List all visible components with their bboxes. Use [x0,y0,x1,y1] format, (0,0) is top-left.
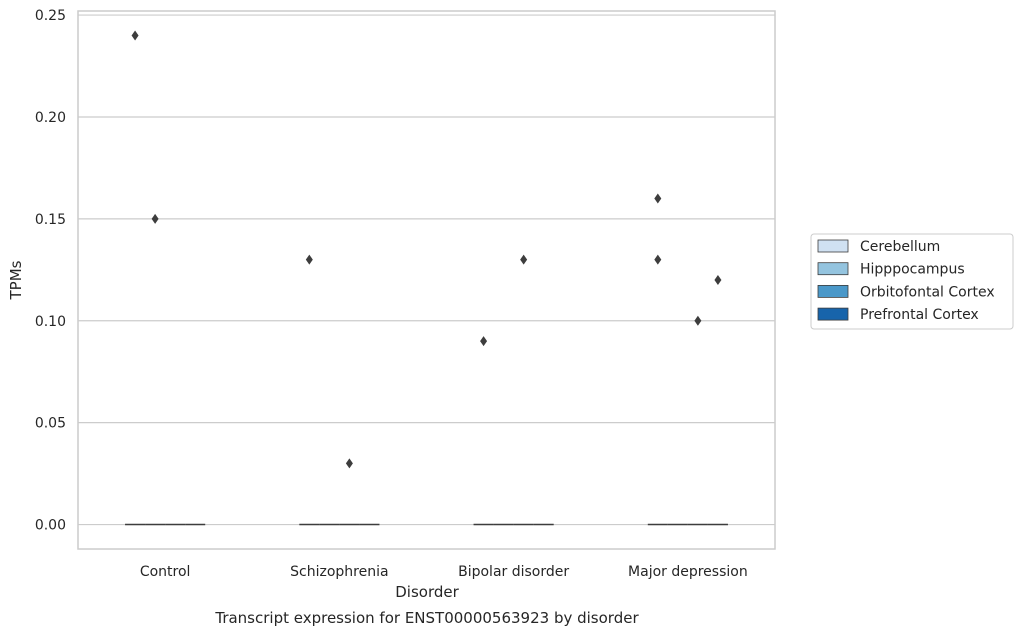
legend-label: Cerebellum [860,239,940,255]
y-tick-label: 0.15 [35,212,66,228]
outlier-point [654,193,662,204]
outlier-point [654,254,662,265]
legend-label: Prefrontal Cortex [860,307,979,323]
x-tick-label: Schizophrenia [290,564,388,580]
box-plots [125,30,728,526]
legend-swatch [817,284,849,298]
x-tick-label: Control [140,564,191,580]
chart-caption: Transcript expression for ENST0000056392… [214,609,639,627]
x-tick-label: Major depression [628,564,748,580]
outlier-point [305,254,313,265]
y-axis-label: TPMs [7,260,25,300]
outlier-point [694,315,702,326]
legend-swatch [817,307,849,321]
y-tick-label: 0.10 [35,314,66,330]
legend-frame [810,233,1014,330]
legend-label: Hipppocampus [860,262,965,278]
outlier-point [480,336,488,347]
y-tick-label: 0.25 [35,8,66,24]
y-tick-labels: 0.00 0.05 0.10 0.15 0.20 0.25 [35,8,66,533]
outlier-point [151,213,159,224]
y-tick-label: 0.20 [35,110,66,126]
plot-frame [77,10,776,550]
outlier-point [520,254,528,265]
outlier-point [131,30,139,41]
legend-swatch [817,262,849,276]
x-tick-label: Bipolar disorder [458,564,569,580]
x-axis-label: Disorder [395,583,459,601]
y-tick-label: 0.00 [35,518,66,534]
legend-label: Orbitofontal Cortex [860,284,995,300]
legend: Cerebellum Hipppocampus Orbitofontal Corte… [810,233,1014,330]
outlier-point [345,458,353,469]
x-tick-labels: Control Schizophrenia Bipolar disorder Majo… [140,564,748,580]
y-tick-label: 0.05 [35,416,66,432]
legend-swatch [817,239,849,253]
outlier-point [714,275,722,285]
